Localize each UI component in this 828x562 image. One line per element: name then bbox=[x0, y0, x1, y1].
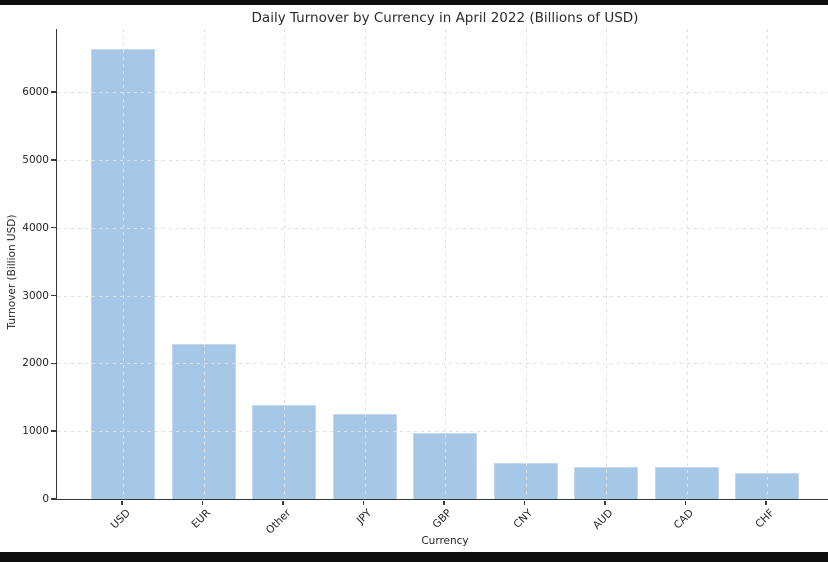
y-tick-mark-0 bbox=[51, 498, 56, 500]
y-tick-label-4000: 4000 bbox=[22, 221, 49, 234]
x-tick-mark-gbp bbox=[443, 501, 445, 505]
x-tick-mark-cad bbox=[684, 501, 687, 505]
x-tick-mark-eur bbox=[201, 501, 204, 505]
h-gridline-2000 bbox=[57, 363, 828, 365]
x-tick-mark-other bbox=[282, 501, 284, 505]
x-axis-label: Currency bbox=[421, 535, 469, 547]
y-tick-label-0: 0 bbox=[42, 493, 49, 505]
v-gridline-eur bbox=[203, 29, 205, 499]
h-gridline-1000 bbox=[57, 431, 828, 433]
h-gridline-3000 bbox=[57, 295, 828, 297]
v-gridline-gbp bbox=[445, 29, 446, 499]
v-gridline-usd bbox=[123, 29, 124, 499]
chart-title: Daily Turnover by Currency in April 2022… bbox=[251, 10, 639, 26]
y-tick-mark-2000 bbox=[51, 362, 56, 365]
h-gridline-5000 bbox=[57, 159, 828, 161]
v-gridline-aud bbox=[606, 29, 607, 499]
x-tick-label-other: Other bbox=[263, 507, 294, 537]
v-gridline-chf bbox=[767, 29, 768, 499]
x-tick-label-eur: EUR bbox=[189, 507, 213, 531]
x-tick-mark-aud bbox=[604, 501, 606, 505]
x-tick-mark-usd bbox=[121, 501, 123, 505]
v-gridline-other bbox=[284, 29, 285, 499]
x-tick-label-jpy: JPY bbox=[354, 507, 374, 527]
x-tick-mark-cny bbox=[523, 501, 526, 505]
h-gridline-6000 bbox=[57, 92, 828, 94]
y-tick-mark-1000 bbox=[51, 430, 56, 432]
plot-area bbox=[56, 29, 828, 500]
y-tick-mark-4000 bbox=[51, 226, 56, 229]
y-tick-label-5000: 5000 bbox=[22, 153, 49, 166]
chart-figure: Daily Turnover by Currency in April 2022… bbox=[0, 5, 828, 552]
v-gridline-cny bbox=[525, 29, 527, 499]
x-tick-label-cny: CNY bbox=[511, 507, 535, 531]
y-tick-label-2000: 2000 bbox=[22, 357, 49, 370]
y-tick-mark-3000 bbox=[51, 294, 56, 297]
v-gridline-cad bbox=[686, 29, 688, 499]
y-tick-mark-6000 bbox=[51, 91, 56, 93]
x-tick-mark-chf bbox=[765, 501, 767, 505]
x-tick-mark-jpy bbox=[362, 501, 365, 505]
h-gridline-4000 bbox=[57, 227, 828, 229]
y-tick-label-6000: 6000 bbox=[22, 86, 49, 99]
v-gridline-jpy bbox=[364, 29, 366, 499]
y-tick-mark-5000 bbox=[51, 159, 56, 161]
x-tick-label-usd: USD bbox=[108, 507, 133, 532]
x-tick-label-cad: CAD bbox=[671, 507, 696, 532]
y-tick-label-1000: 1000 bbox=[22, 425, 49, 438]
y-tick-label-3000: 3000 bbox=[22, 289, 49, 302]
x-tick-label-aud: AUD bbox=[590, 507, 616, 532]
x-tick-label-chf: CHF bbox=[752, 507, 777, 531]
x-tick-label-gbp: GBP bbox=[430, 507, 455, 531]
